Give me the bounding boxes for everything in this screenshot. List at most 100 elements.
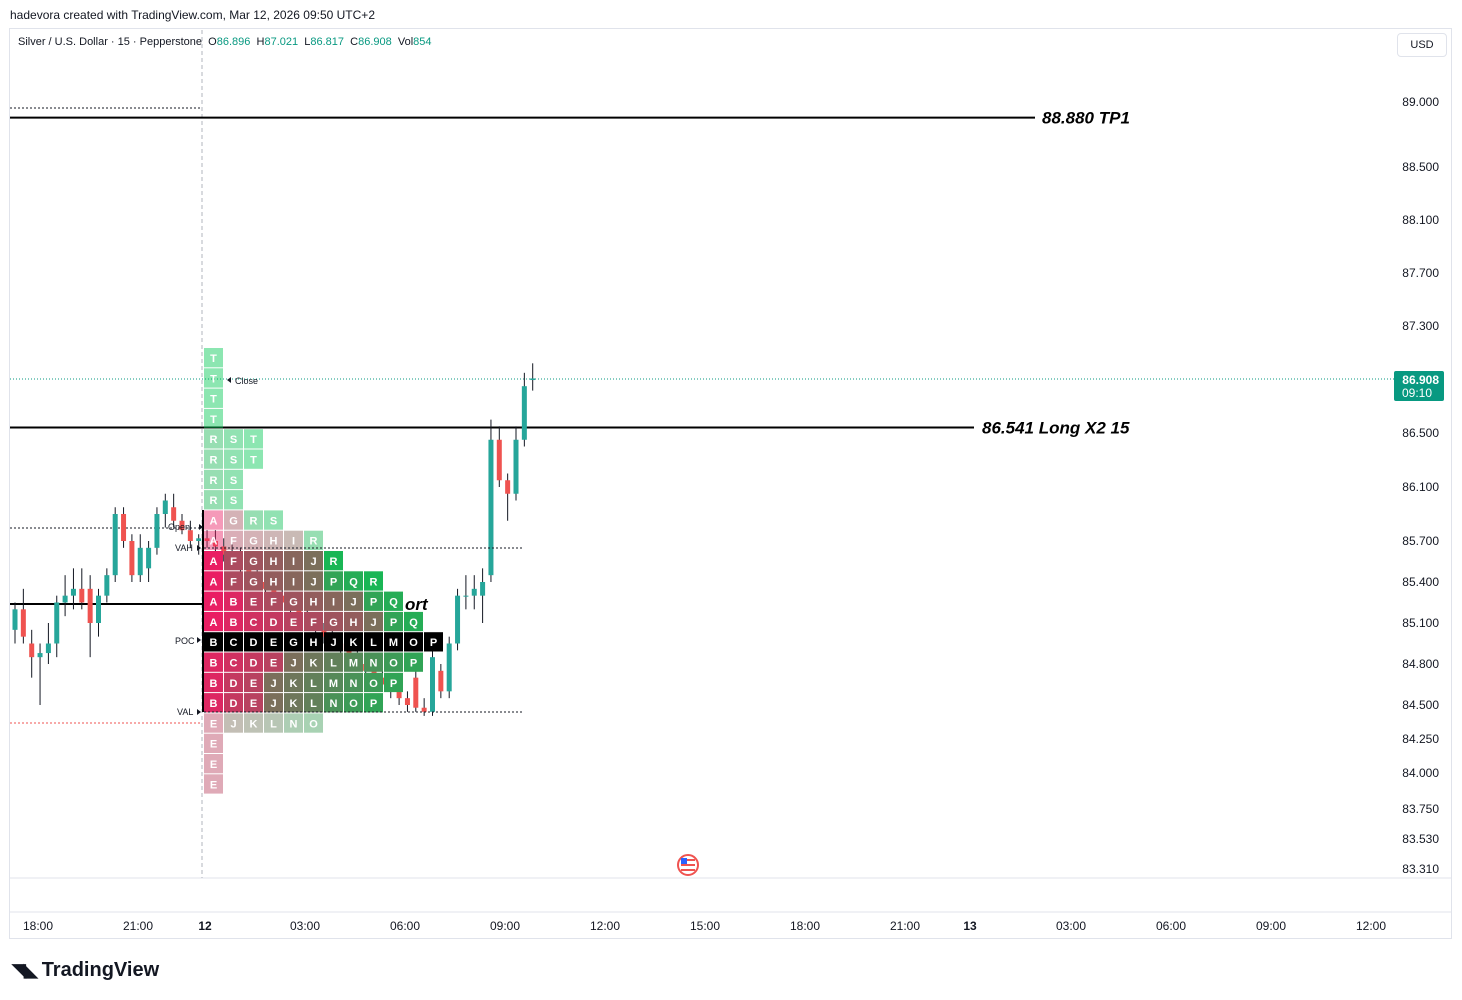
price-tick-label: 84.500 (1402, 698, 1439, 712)
tpo-letter: E (210, 718, 217, 730)
tpo-row: T (204, 388, 223, 408)
candle (45, 623, 51, 664)
tpo-cell (304, 693, 323, 713)
time-tick-label: 12:00 (590, 919, 620, 933)
open-label: O (208, 36, 217, 48)
tpo-letter: E (250, 597, 257, 609)
time-tick-label: 21:00 (123, 919, 153, 933)
tpo-cell (204, 551, 223, 571)
tpo-cell (304, 571, 323, 591)
tpo-cell (384, 632, 403, 652)
last-price-value: 86.908 (1402, 373, 1439, 387)
tpo-letter: P (370, 698, 377, 710)
tpo-cell (304, 551, 323, 571)
tpo-letter: J (370, 617, 376, 629)
tpo-cell (344, 571, 363, 591)
tpo-cell (204, 368, 223, 388)
candle-body (421, 707, 427, 712)
currency-button[interactable]: USD (1397, 33, 1447, 57)
tpo-cell (304, 713, 323, 733)
candle-body (179, 520, 185, 531)
tpo-letter: C (250, 617, 258, 629)
tpo-row: E (204, 754, 223, 774)
tpo-letter: B (230, 617, 238, 629)
price-tick-label: 87.700 (1402, 266, 1439, 280)
candle-body (438, 670, 444, 692)
tpo-cell (224, 490, 243, 510)
candle (404, 691, 410, 712)
tpo-cell (224, 469, 243, 490)
tpo-letter: A (210, 617, 218, 629)
tpo-letter: H (270, 536, 278, 548)
candle (204, 530, 210, 548)
tpo-cell (264, 632, 283, 652)
tpo-cell (344, 632, 363, 652)
tpo-letter: O (309, 718, 318, 730)
low-value: 86.817 (310, 36, 345, 48)
tpo-letter: R (210, 455, 218, 467)
tpo-letter: S (230, 495, 237, 507)
tpo-letter: R (210, 434, 218, 446)
tpo-cell (264, 652, 283, 672)
candle-body (70, 588, 76, 596)
tpo-letter: M (349, 658, 358, 670)
tpo-row: E (204, 774, 223, 794)
candle (196, 534, 202, 555)
candle (87, 575, 93, 658)
candle-body (129, 541, 135, 576)
time-tick-label: 03:00 (1056, 919, 1086, 933)
tpo-cell (204, 429, 223, 449)
candle-body (471, 588, 477, 596)
tpo-letter: G (289, 637, 298, 649)
tpo-cell (204, 693, 223, 713)
candle (171, 493, 177, 528)
tpo-cell (224, 693, 243, 713)
tpo-cell (344, 672, 363, 693)
chart-header: hadevora created with TradingView.com, M… (10, 8, 375, 22)
price-tick-label: 83.750 (1402, 802, 1439, 816)
flag-stripe (681, 859, 695, 861)
tpo-cell (284, 652, 303, 672)
tpo-cell (364, 591, 383, 611)
tp1-label: 88.880 TP1 (1042, 109, 1130, 128)
time-tick-label: 18:00 (790, 919, 820, 933)
tpo-cell (244, 632, 263, 652)
symbol-name[interactable]: Silver / U.S. Dollar · 15 · Pepperstone (18, 36, 203, 48)
tpo-cell (224, 510, 243, 530)
candle (12, 602, 18, 644)
tpo-cell (324, 693, 343, 713)
last-price-tag-bg (1394, 371, 1444, 401)
tpo-cell (204, 449, 223, 469)
price-tick-label: 86.100 (1402, 480, 1439, 494)
candle-body (404, 698, 410, 705)
time-axis: 18:00 21:00 12 03:00 06:00 09:00 12:00 15:00 18:… (23, 919, 1386, 933)
us-event-flag-icon[interactable] (677, 854, 699, 876)
tpo-letter: E (210, 739, 217, 751)
tpo-letter: T (210, 353, 217, 365)
symbol-legend: Silver / U.S. Dollar · 15 · Pepperstone … (18, 36, 432, 48)
close-arrow-icon (227, 377, 231, 383)
tpo-cell (404, 632, 423, 652)
candle (530, 363, 536, 391)
tpo-letter: J (310, 556, 316, 568)
tpo-cell (324, 591, 343, 611)
tpo-letter: O (409, 637, 418, 649)
tpo-letter: E (250, 698, 257, 710)
time-tick-label: 13 (963, 919, 977, 933)
candle-body (446, 643, 452, 692)
tpo-letter: P (390, 678, 397, 690)
candle-body (45, 643, 51, 654)
price-tick-label: 87.300 (1402, 319, 1439, 333)
tpo-cell (284, 713, 303, 733)
tpo-letter: F (230, 536, 237, 548)
tpo-letter: M (329, 678, 338, 690)
tpo-letter: H (310, 637, 318, 649)
tpo-letter: D (250, 637, 258, 649)
tpo-letter: F (270, 597, 277, 609)
tpo-letter: H (350, 617, 358, 629)
